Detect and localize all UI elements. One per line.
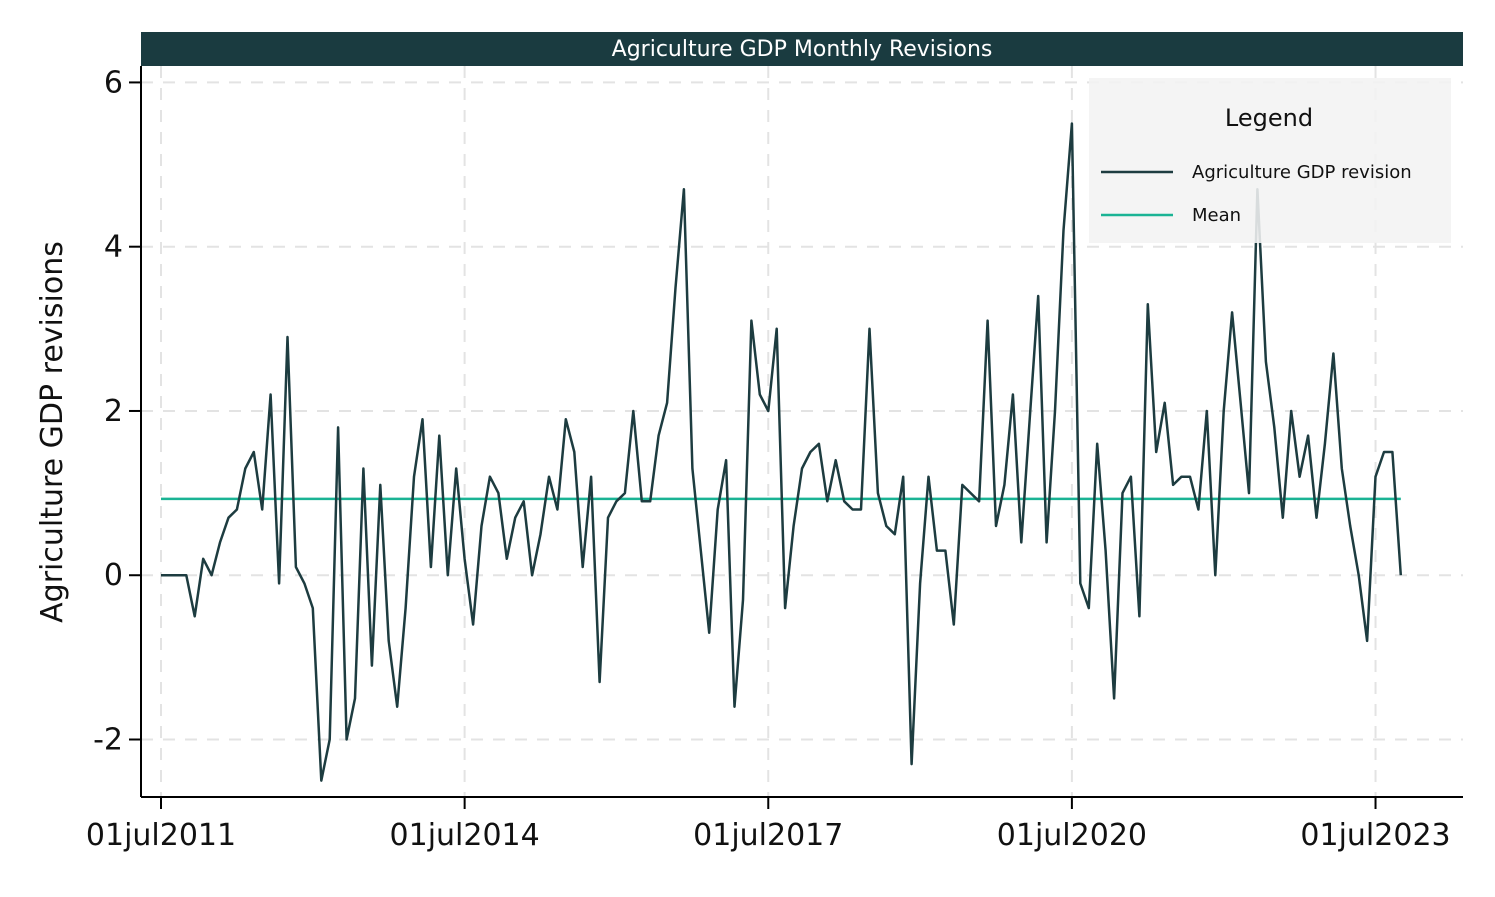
legend-label-mean: Mean <box>1192 205 1241 226</box>
title-bar <box>141 32 1463 66</box>
x-tick-label: 01jul2011 <box>86 818 236 853</box>
legend: Legend Agriculture GDP revision Mean <box>1089 78 1451 243</box>
legend-box <box>1089 78 1451 243</box>
y-tick-label: 2 <box>104 394 123 429</box>
y-tick-label: 4 <box>104 230 123 265</box>
legend-title: Legend <box>1225 104 1313 132</box>
x-tick-label: 01jul2017 <box>693 818 843 853</box>
y-ticks: -2 0 2 4 6 <box>93 65 141 758</box>
x-tick-label: 01jul2020 <box>997 818 1147 853</box>
legend-label-series: Agriculture GDP revision <box>1192 162 1412 183</box>
series-line-agriculture-gdp-revision <box>161 122 1403 782</box>
y-tick-label: 6 <box>104 65 123 100</box>
x-ticks: 01jul2011 01jul2014 01jul2017 01jul2020 01ju… <box>86 797 1451 853</box>
y-tick-label: -2 <box>93 723 123 758</box>
y-tick-label: 0 <box>104 558 123 593</box>
chart-title: Agriculture GDP Monthly Revisions <box>612 37 993 62</box>
x-tick-label: 01jul2023 <box>1300 818 1450 853</box>
x-tick-label: 01jul2014 <box>390 818 540 853</box>
y-axis-title: Agriculture GDP revisions <box>35 241 70 623</box>
